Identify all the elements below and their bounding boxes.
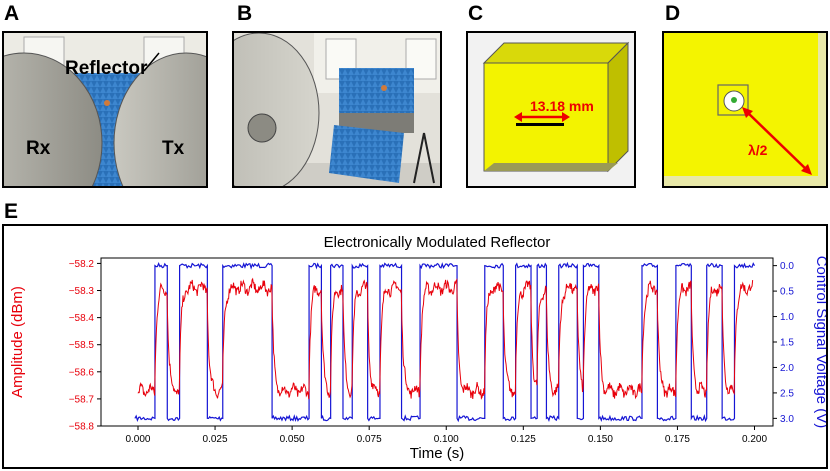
- chambers-photo-a: Reflector Rx Tx: [4, 33, 206, 186]
- panel-d-letter: D: [665, 2, 681, 25]
- left-tick-label: −58.6: [69, 367, 95, 378]
- rx-door: [4, 52, 103, 186]
- x-tick-label: 0.150: [588, 434, 613, 445]
- panel-c-model: 13.18 mm: [466, 31, 636, 188]
- right-tick-label: 0.5: [780, 287, 794, 298]
- left-tick-label: −58.7: [69, 394, 95, 405]
- x-tick-label: 0.050: [280, 434, 305, 445]
- panel-d-model: λ/2: [662, 31, 828, 188]
- x-axis-label: Time (s): [410, 445, 464, 462]
- x-tick-label: 0.175: [665, 434, 690, 445]
- reflector-label: Reflector: [65, 58, 148, 79]
- right-tick-label: 0.0: [780, 261, 794, 272]
- panel-e-letter: E: [4, 200, 19, 223]
- right-tick-label: 1.5: [780, 338, 794, 349]
- chambers-photo-b: [234, 33, 440, 186]
- tx-door: [113, 52, 206, 186]
- right-axis-label: Control Signal Voltage (V): [813, 256, 826, 429]
- tx-label: Tx: [162, 138, 185, 159]
- axes: 0.000 0.025 0.050 0.075 0.100 0.125 0.150 0.175…: [69, 259, 795, 445]
- control-signal-series: [134, 261, 756, 423]
- dimension-label-c: 13.18 mm: [530, 98, 594, 114]
- x-tick-label: 0.125: [511, 434, 536, 445]
- absorber-foam-front: [329, 125, 404, 183]
- panel-a-letter: A: [4, 2, 20, 25]
- left-axis-label: Amplitude (dBm): [9, 286, 26, 398]
- panel-e-chart: 0.000 0.025 0.050 0.075 0.100 0.125 0.150 0.175…: [2, 224, 828, 469]
- x-tick-label: 0.100: [434, 434, 459, 445]
- panel-a-photo: Reflector Rx Tx: [2, 31, 208, 188]
- dimension-label-d: λ/2: [748, 142, 768, 158]
- absorber-foam-top: [339, 68, 414, 113]
- left-tick-label: −58.4: [69, 313, 95, 324]
- x-tick-label: 0.200: [742, 434, 767, 445]
- patch-element: [516, 123, 564, 126]
- right-tick-label: 3.0: [780, 414, 794, 425]
- amplitude-series: [137, 277, 754, 400]
- left-tick-label: −58.2: [69, 259, 95, 270]
- x-tick-label: 0.025: [203, 434, 228, 445]
- control-signal-line: [134, 261, 756, 423]
- left-tick-label: −58.5: [69, 340, 95, 351]
- right-tick-label: 2.0: [780, 363, 794, 374]
- left-tick-label: −58.3: [69, 286, 95, 297]
- chart-title: Electronically Modulated Reflector: [324, 234, 551, 251]
- panel-c-letter: C: [468, 2, 484, 25]
- x-tick-label: 0.075: [357, 434, 382, 445]
- x-tick-label: 0.000: [125, 434, 150, 445]
- modulation-chart: 0.000 0.025 0.050 0.075 0.100 0.125 0.150 0.175…: [9, 234, 826, 462]
- right-tick-label: 1.0: [780, 312, 794, 323]
- reflector-top-view: λ/2: [664, 33, 826, 186]
- panel-b-letter: B: [237, 2, 253, 25]
- open-door: [234, 33, 320, 186]
- reflector-3d-model: 13.18 mm: [468, 33, 634, 186]
- panel-b-photo: [232, 31, 442, 188]
- rx-label: Rx: [26, 138, 51, 159]
- amplitude-line: [137, 277, 754, 400]
- right-tick-label: 2.5: [780, 388, 794, 399]
- left-tick-label: −58.8: [69, 422, 95, 433]
